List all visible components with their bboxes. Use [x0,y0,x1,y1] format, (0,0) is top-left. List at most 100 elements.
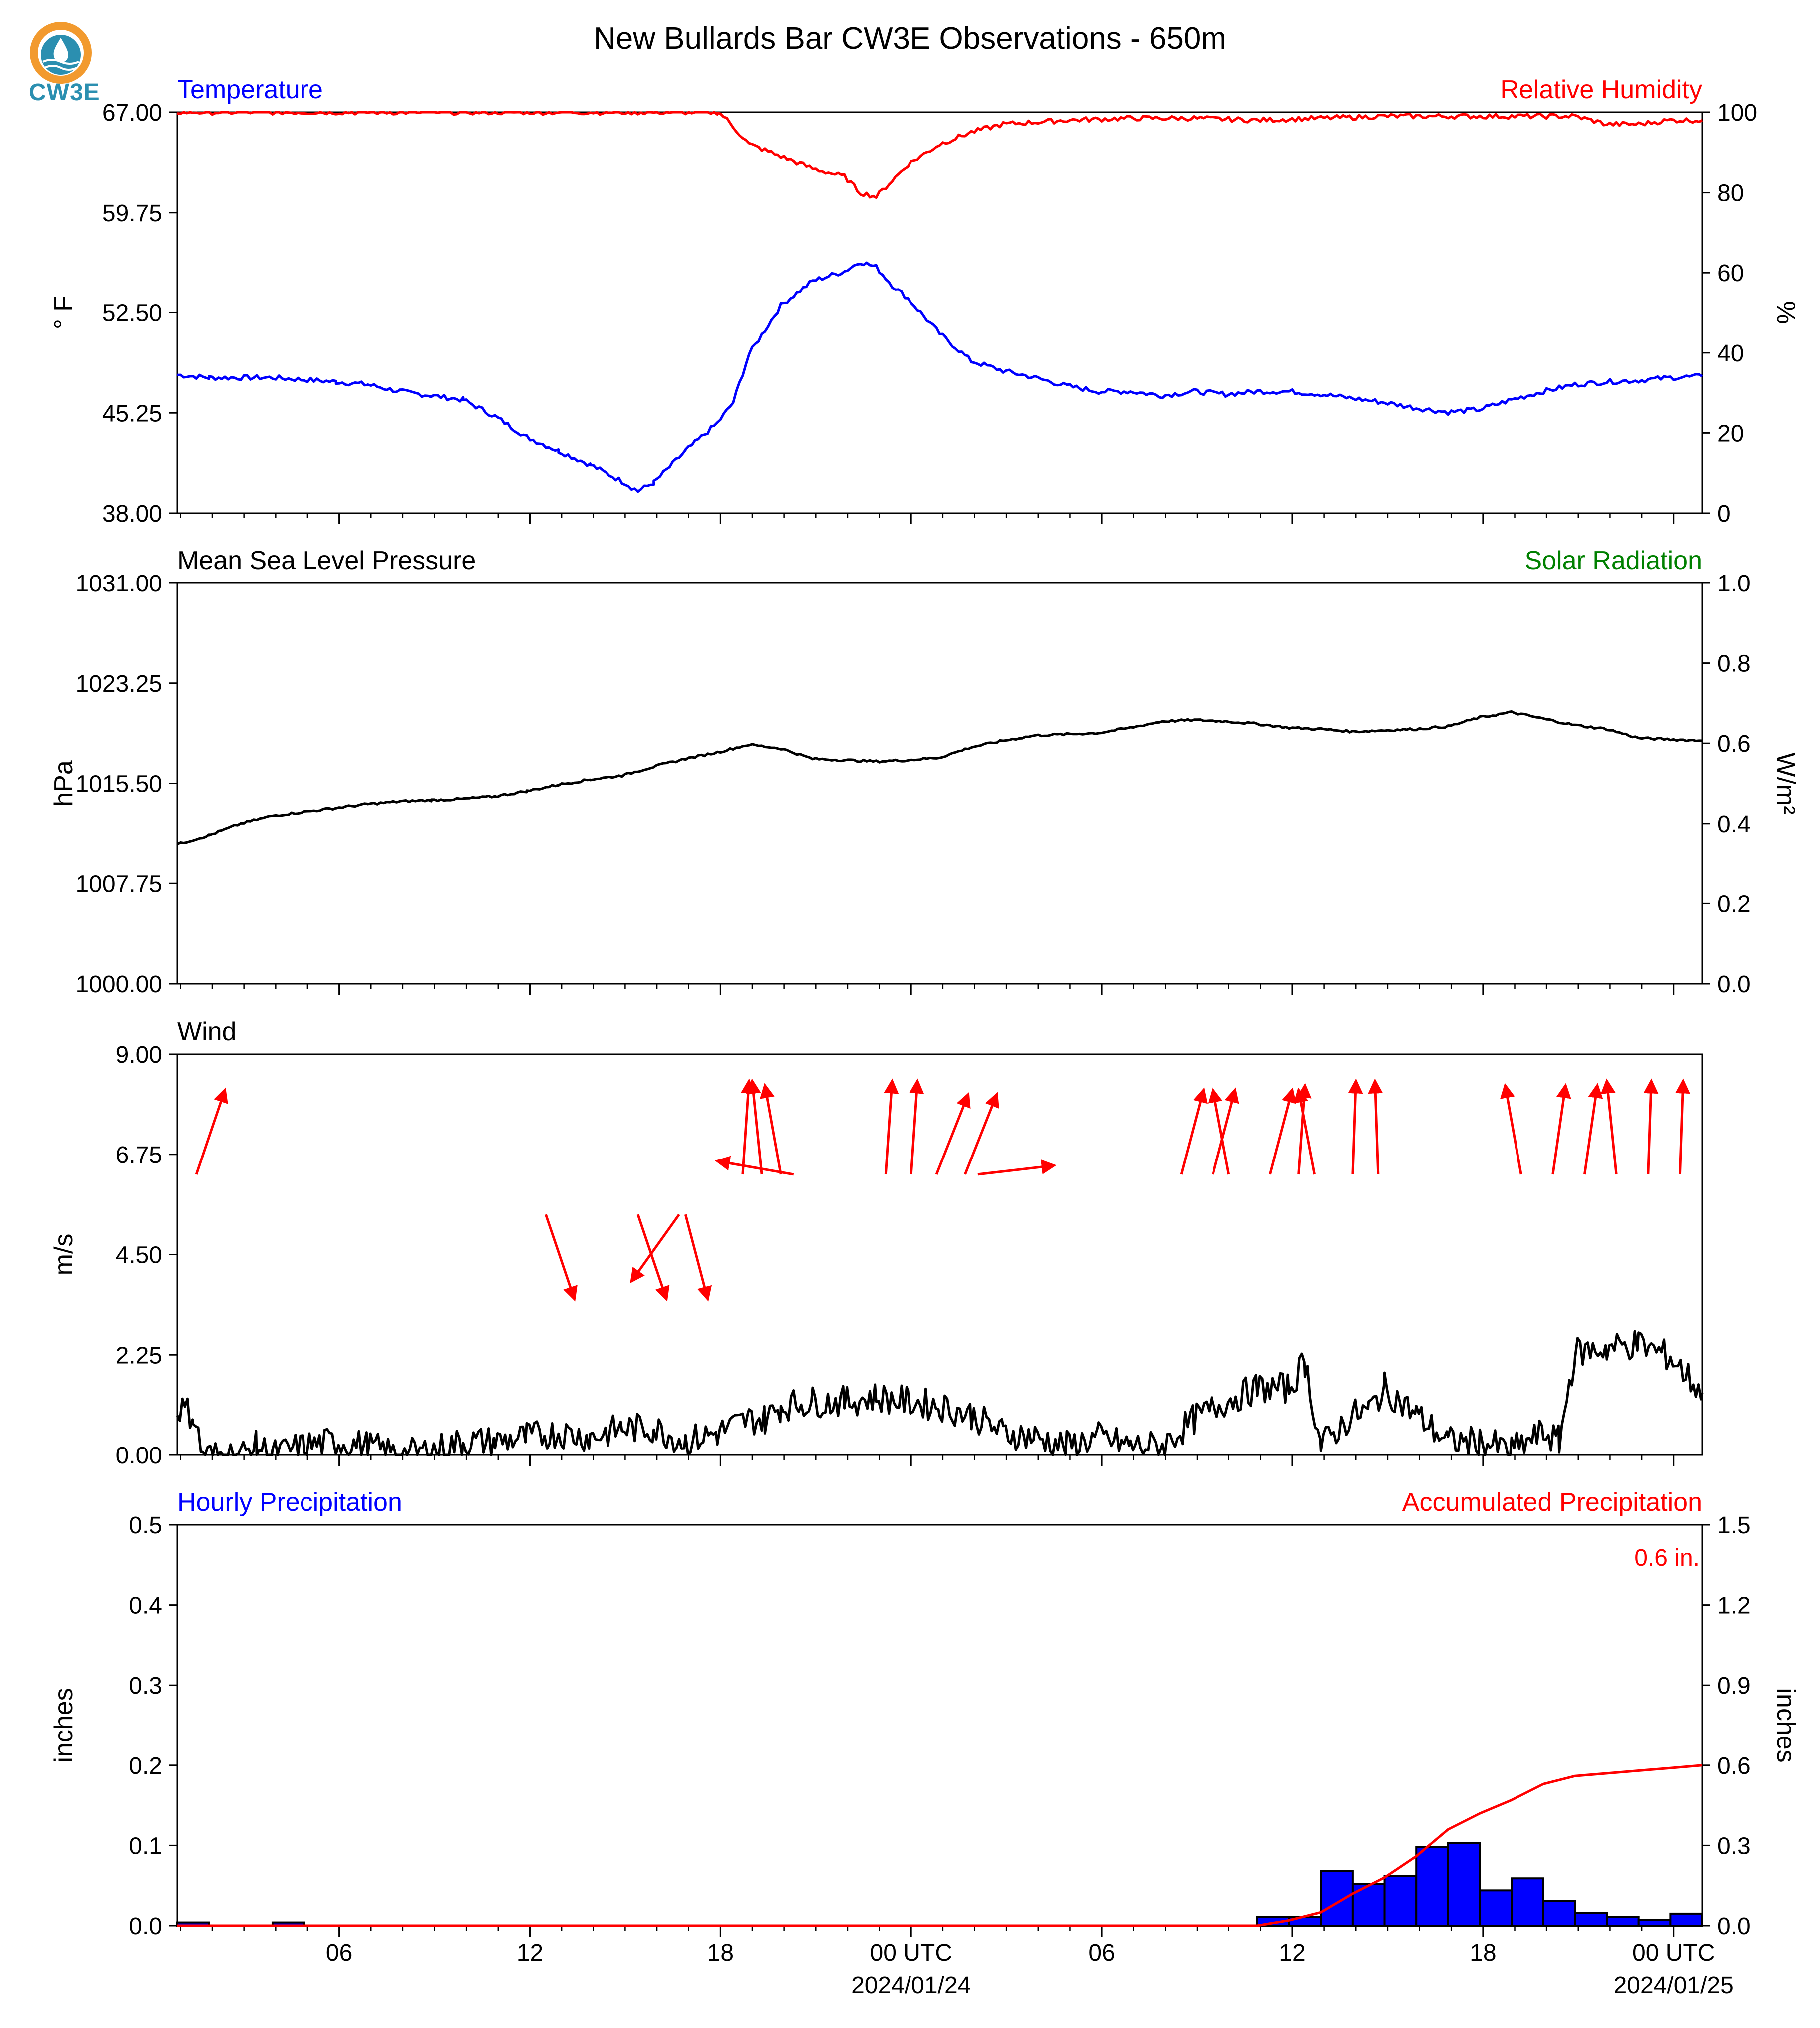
x-tick-label: 00 UTC [870,1940,952,1966]
y-tick-label: 1023.25 [75,671,162,697]
series-line-right [177,111,1703,199]
wind-arrow [977,1159,1057,1176]
plot-frame [176,111,1703,514]
precip-bar [1574,1912,1608,1927]
y-tick-label-right: 0.9 [1717,1673,1751,1699]
y-tick-label-right: 1.2 [1717,1593,1751,1619]
precip-bar [1383,1875,1418,1927]
wind-arrow [1293,1087,1316,1175]
y-tick-label: 59.75 [102,200,162,227]
y-tick-label-right: 0 [1717,501,1731,527]
precip-bar [1511,1877,1544,1927]
precip-bar [1415,1846,1449,1927]
y-tick-label: 1031.00 [75,571,162,597]
panel-title-left: Wind [177,1017,236,1046]
wind-arrow [1583,1083,1603,1175]
wind-arrow [1368,1078,1383,1174]
x-tick-label: 18 [707,1940,734,1966]
wind-arrow [935,1092,971,1175]
page-title: New Bullards Bar CW3E Observations - 650… [594,21,1226,56]
wind-arrow [1268,1087,1297,1175]
y-tick-label: 1007.75 [75,871,162,897]
wind-arrow [884,1078,899,1175]
y-tick-label-right: 0.6 [1717,731,1751,757]
wind-arrow [746,1078,763,1175]
y-tick-label: 45.25 [102,400,162,427]
y-axis-label: hPa [49,760,78,807]
wind-arrow [715,1156,794,1176]
y-axis-label-right: W/m² [1771,752,1800,814]
y-tick-label: 0.00 [116,1443,162,1469]
y-tick-label-right: 60 [1717,260,1744,287]
y-tick-label-right: 0.3 [1717,1833,1751,1859]
panel-title-left: Mean Sea Level Pressure [177,546,476,575]
series-line-right [177,1764,1703,1927]
x-tick-label: 12 [517,1940,543,1966]
y-tick-label: 0.2 [129,1753,162,1779]
wind-arrow [909,1078,924,1175]
wind-arrow [1551,1083,1571,1175]
precip-bar [1320,1870,1354,1927]
wind-arrow [1643,1078,1659,1174]
y-tick-label: 38.00 [102,501,162,527]
y-tick-label: 2.25 [116,1342,162,1369]
wind-arrow [684,1214,712,1302]
panel-title-left: Temperature [177,75,323,104]
y-tick-label-right: 1.5 [1717,1512,1751,1539]
y-tick-label-right: 0.0 [1717,971,1751,998]
panel-title-right: Solar Radiation [1524,546,1702,575]
y-tick-label: 1000.00 [75,971,162,998]
x-tick-label: 18 [1470,1940,1496,1966]
plot-frame [176,582,1703,985]
panel-pressure-solar: 1000.00 1007.75 1015.50 1023.25 1031.00 0.0 0.… [49,546,1800,998]
panel-title-left: Hourly Precipitation [177,1488,402,1517]
y-tick-label-right: 0.4 [1717,811,1751,838]
accumulation-annotation: 0.6 in. [1634,1545,1700,1571]
y-tick-label: 67.00 [102,100,162,126]
series-line-left [176,1330,1704,1456]
plot-frame [176,1053,1703,1456]
wind-arrow [1500,1083,1522,1175]
wind-arrow [195,1087,228,1175]
x-date-label: 2024/01/24 [851,1972,971,1999]
y-tick-label-right: 40 [1717,340,1744,367]
y-tick-label-right: 0.0 [1717,1913,1751,1940]
panel-wind: 0.00 2.25 4.50 6.75 9.00 Wind m/s [49,1017,1704,1469]
precip-bar [1479,1889,1513,1927]
precip-bar [1669,1912,1704,1927]
x-date-label: 2024/01/25 [1614,1972,1734,1999]
x-tick-label: 12 [1279,1940,1305,1966]
y-axis-label-right: inches [1771,1688,1800,1762]
y-tick-label: 6.75 [116,1142,162,1168]
wind-arrow [1180,1087,1208,1175]
y-tick-label: 0.4 [129,1593,162,1619]
precip-bar [1447,1842,1481,1927]
wind-arrow [544,1214,578,1302]
x-tick-label: 06 [326,1940,352,1966]
y-tick-label-right: 0.8 [1717,651,1751,677]
y-tick-label: 1015.50 [75,771,162,798]
wind-arrow [1212,1087,1239,1175]
wind-arrow [636,1214,670,1302]
precip-bar [1606,1916,1640,1927]
wind-arrow [964,1092,999,1175]
panel-temperature-humidity: 38.00 45.25 52.50 59.75 67.00 0 20 40 60 80 100 Tem… [49,75,1800,527]
y-tick-label-right: 80 [1717,180,1744,207]
wind-arrow [740,1078,756,1175]
y-tick-label: 0.0 [129,1913,162,1940]
precip-bar [1542,1900,1576,1927]
panel-title-right: Relative Humidity [1500,75,1702,104]
y-tick-label-right: 20 [1717,420,1744,447]
y-tick-label: 0.1 [129,1833,162,1859]
y-axis-label: ° F [49,296,78,329]
wind-arrow [1208,1087,1230,1175]
wind-arrow [630,1213,680,1284]
wind-arrow [760,1083,782,1175]
y-tick-label-right: 100 [1717,100,1757,126]
y-tick-label: 0.3 [129,1673,162,1699]
y-axis-label-right: % [1771,301,1800,324]
x-tick-label: 00 UTC [1632,1940,1715,1966]
y-tick-label-right: 0.2 [1717,891,1751,917]
y-tick-label: 9.00 [116,1042,162,1068]
